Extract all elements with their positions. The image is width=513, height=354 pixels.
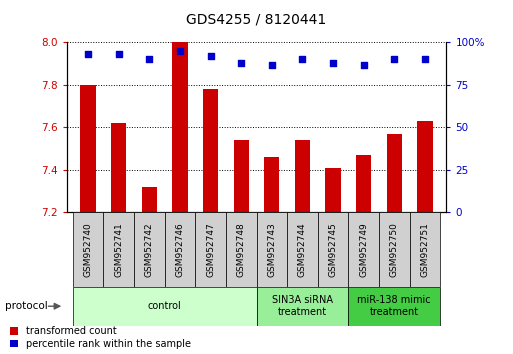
Text: GSM952749: GSM952749 [359, 222, 368, 277]
Bar [295, 140, 310, 212]
Text: miR-138 mimic
treatment: miR-138 mimic treatment [358, 295, 431, 317]
Text: GSM952742: GSM952742 [145, 222, 154, 277]
Bar [104, 212, 134, 287]
Text: GSM952745: GSM952745 [328, 222, 338, 277]
Bar [134, 212, 165, 287]
Point [206, 53, 214, 59]
Bar [73, 287, 256, 326]
Point [84, 52, 92, 57]
Bar [287, 212, 318, 287]
Bar [417, 121, 432, 212]
Text: GSM952744: GSM952744 [298, 222, 307, 277]
Text: GSM952748: GSM952748 [236, 222, 246, 277]
Bar [142, 187, 157, 212]
Bar [256, 287, 348, 326]
Point [329, 60, 337, 66]
Bar [356, 155, 371, 212]
Bar [256, 212, 287, 287]
Bar [264, 157, 280, 212]
Point [176, 48, 184, 54]
Bar [348, 287, 440, 326]
Text: GSM952751: GSM952751 [420, 222, 429, 277]
Point [268, 62, 276, 67]
Point [360, 62, 368, 67]
Text: SIN3A siRNA
treatment: SIN3A siRNA treatment [272, 295, 333, 317]
Bar [379, 212, 409, 287]
Bar [318, 212, 348, 287]
Text: GSM952740: GSM952740 [84, 222, 93, 277]
Text: GSM952747: GSM952747 [206, 222, 215, 277]
Point [145, 57, 153, 62]
Bar [195, 212, 226, 287]
Bar [165, 212, 195, 287]
Text: control: control [148, 301, 182, 311]
Bar [81, 85, 96, 212]
Point [299, 57, 307, 62]
Text: GDS4255 / 8120441: GDS4255 / 8120441 [186, 12, 327, 27]
Bar [172, 42, 188, 212]
Bar [387, 134, 402, 212]
Point [390, 57, 399, 62]
Text: GSM952746: GSM952746 [175, 222, 185, 277]
Text: protocol: protocol [5, 301, 48, 311]
Text: GSM952741: GSM952741 [114, 222, 123, 277]
Bar [111, 123, 126, 212]
Text: GSM952743: GSM952743 [267, 222, 277, 277]
Bar [73, 212, 104, 287]
Bar [203, 89, 218, 212]
Point [114, 52, 123, 57]
Bar [348, 212, 379, 287]
Point [237, 60, 245, 66]
Bar [233, 140, 249, 212]
Legend: transformed count, percentile rank within the sample: transformed count, percentile rank withi… [10, 326, 190, 349]
Bar [325, 168, 341, 212]
Bar [226, 212, 256, 287]
Bar [409, 212, 440, 287]
Text: GSM952750: GSM952750 [390, 222, 399, 277]
Point [421, 57, 429, 62]
